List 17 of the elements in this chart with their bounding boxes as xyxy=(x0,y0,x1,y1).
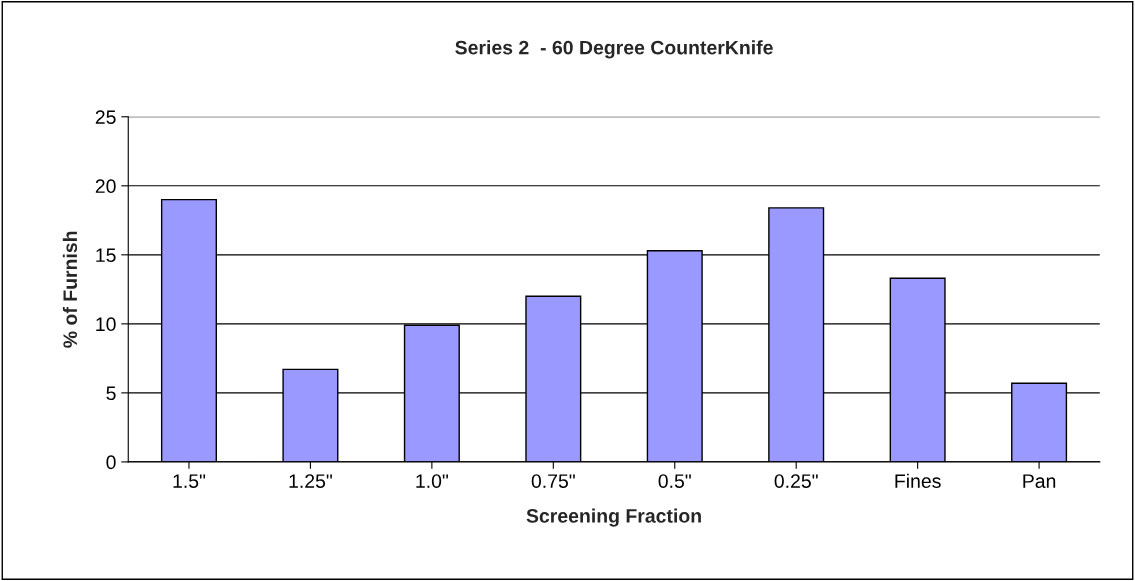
x-tick-label: 1.0" xyxy=(416,474,449,488)
y-tick-label: 0 xyxy=(106,455,116,470)
chart-title: Series 2 - 60 Degree CounterKnife xyxy=(455,40,773,59)
x-tick-label: 0.25" xyxy=(774,474,818,488)
y-axis-title: % of Furnish xyxy=(62,231,78,348)
x-tick-label: 1.25" xyxy=(289,474,332,488)
x-tick-label: 0.5" xyxy=(658,474,691,488)
y-tick-label: 10 xyxy=(96,317,116,332)
x-tick-label: Pan xyxy=(1023,474,1056,488)
y-tick-label: 25 xyxy=(95,110,116,125)
y-tick-label: 5 xyxy=(106,386,116,401)
x-axis-title: Screening Fraction xyxy=(526,508,701,527)
x-tick-label: Fines xyxy=(895,473,941,488)
y-tick-label: 15 xyxy=(96,248,116,263)
x-tick-label: 0.75" xyxy=(531,474,575,488)
x-tick-label: 1.5" xyxy=(173,474,206,488)
y-tick-label: 20 xyxy=(95,179,116,194)
